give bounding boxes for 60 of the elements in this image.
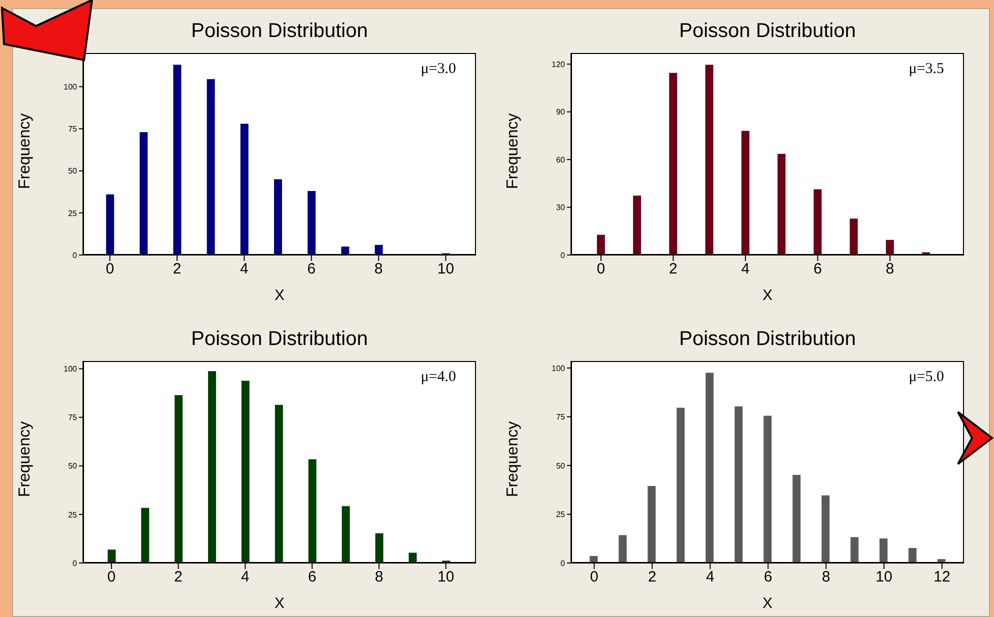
x-tick-label: 8	[374, 260, 383, 278]
x-tick-label: 6	[307, 260, 316, 278]
y-tick-label: 0	[560, 250, 566, 260]
y-tick-label: 30	[556, 203, 566, 212]
x-tick-label: 6	[814, 260, 822, 278]
y-tick-label: 120	[552, 60, 566, 69]
x-tick-label: 2	[174, 568, 182, 586]
chart-title: Poisson Distribution	[678, 328, 857, 351]
x-axis-title: X	[762, 287, 773, 304]
x-tick-label: 12	[934, 568, 950, 586]
y-axis-title: Frequency	[504, 421, 522, 497]
chart-title: Poisson Distribution	[678, 20, 857, 43]
y-tick-label: 100	[64, 364, 78, 374]
y-tick-label: 0	[72, 558, 78, 568]
y-tick-label: 50	[68, 462, 78, 471]
y-tick-label: 75	[68, 124, 78, 134]
y-tick-label: 90	[556, 108, 566, 117]
y-axis-title: Frequency	[16, 421, 34, 497]
y-axis-title: Frequency	[16, 113, 34, 189]
y-tick-label: 50	[556, 461, 566, 470]
y-tick-label: 100	[64, 82, 78, 92]
y-axis-title: Frequency	[504, 113, 522, 189]
x-tick-label: 2	[669, 260, 678, 278]
x-tick-label: 10	[438, 568, 454, 586]
y-tick-label: 25	[68, 208, 78, 218]
annotation: μ=5.0	[908, 369, 944, 386]
x-tick-label: 10	[876, 568, 892, 586]
y-tick-label: 50	[68, 166, 78, 176]
y-tick-label: 60	[556, 155, 566, 164]
y-tick-label: 75	[556, 412, 566, 422]
x-axis-title: X	[762, 595, 773, 612]
x-axis-title: X	[274, 287, 285, 304]
annotation: μ=3.0	[420, 61, 456, 78]
x-tick-label: 4	[241, 568, 250, 586]
annotation: μ=3.5	[908, 61, 944, 78]
x-tick-label: 8	[374, 568, 384, 586]
y-tick-label: 75	[68, 413, 78, 422]
x-tick-label: 0	[107, 568, 116, 586]
chart-title: Poisson Distribution	[190, 328, 369, 351]
x-tick-label: 2	[648, 568, 656, 586]
x-tick-label: 4	[741, 260, 750, 278]
x-axis-title: X	[274, 595, 285, 612]
annotation: μ=4.0	[420, 369, 456, 386]
x-tick-label: 4	[706, 568, 714, 586]
x-tick-label: 8	[822, 568, 830, 586]
y-tick-label: 0	[560, 558, 566, 568]
x-tick-label: 0	[590, 568, 598, 586]
x-tick-label: 6	[308, 568, 316, 586]
x-tick-label: 2	[172, 260, 182, 278]
y-tick-label: 100	[552, 364, 566, 373]
y-tick-label: 25	[556, 510, 566, 520]
chart-title: Poisson Distribution	[190, 20, 369, 43]
x-tick-label: 4	[240, 260, 248, 278]
x-tick-label: 0	[596, 260, 606, 278]
x-tick-label: 10	[437, 260, 454, 278]
y-tick-label: 0	[72, 250, 78, 260]
x-tick-label: 6	[764, 568, 772, 586]
x-tick-label: 8	[886, 260, 894, 278]
y-tick-label: 25	[68, 510, 78, 520]
x-tick-label: 0	[106, 260, 114, 278]
